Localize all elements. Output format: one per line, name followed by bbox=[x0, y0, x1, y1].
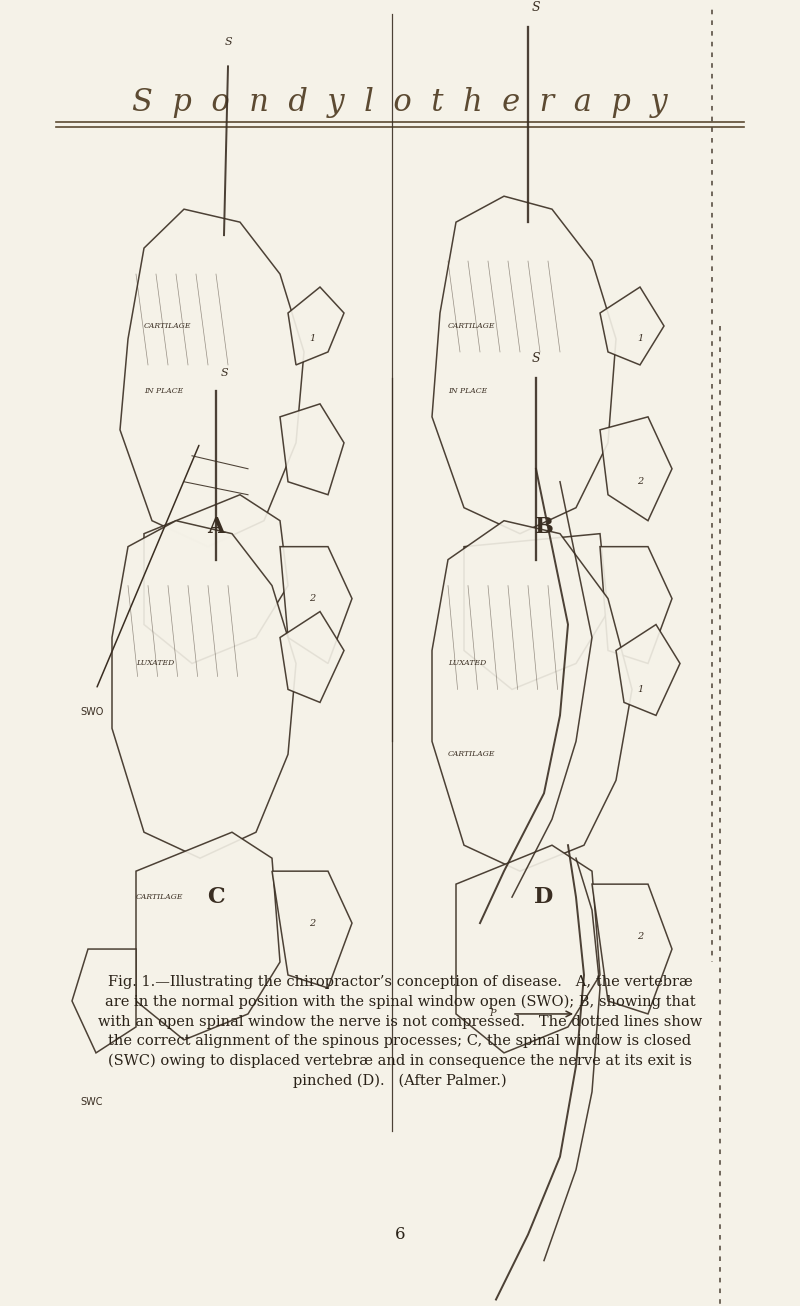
Polygon shape bbox=[280, 611, 344, 703]
Polygon shape bbox=[288, 287, 344, 364]
Polygon shape bbox=[456, 845, 600, 1053]
Text: B: B bbox=[534, 516, 554, 538]
Text: LUXATED: LUXATED bbox=[136, 660, 174, 667]
Text: IN PLACE: IN PLACE bbox=[448, 387, 487, 394]
Text: S: S bbox=[532, 1, 540, 14]
Polygon shape bbox=[432, 196, 616, 534]
Text: D: D bbox=[534, 887, 554, 908]
Text: C: C bbox=[207, 887, 225, 908]
Polygon shape bbox=[592, 884, 672, 1013]
Text: Fig. 1.—Illustrating the chiropractor’s conception of disease.   A, the vertebræ: Fig. 1.—Illustrating the chiropractor’s … bbox=[98, 976, 702, 1088]
Text: S  p  o  n  d  y  l  o  t  h  e  r  a  p  y: S p o n d y l o t h e r a p y bbox=[132, 88, 668, 119]
Text: 2: 2 bbox=[637, 477, 643, 486]
Polygon shape bbox=[432, 521, 632, 871]
Text: 1: 1 bbox=[637, 334, 643, 343]
Polygon shape bbox=[272, 871, 352, 987]
Text: S: S bbox=[224, 37, 232, 47]
Text: IN PLACE: IN PLACE bbox=[144, 387, 183, 394]
Polygon shape bbox=[616, 624, 680, 716]
Polygon shape bbox=[600, 547, 672, 663]
Text: S: S bbox=[532, 351, 540, 364]
Text: P: P bbox=[490, 1010, 496, 1019]
Text: SWC: SWC bbox=[80, 1097, 102, 1106]
Text: A: A bbox=[207, 516, 225, 538]
Text: 1: 1 bbox=[637, 684, 643, 693]
Text: CARTILAGE: CARTILAGE bbox=[136, 893, 183, 901]
Polygon shape bbox=[72, 949, 136, 1053]
Polygon shape bbox=[280, 547, 352, 663]
Polygon shape bbox=[600, 417, 672, 521]
Polygon shape bbox=[280, 404, 344, 495]
Text: CARTILAGE: CARTILAGE bbox=[448, 323, 495, 330]
Text: 2: 2 bbox=[637, 931, 643, 940]
Polygon shape bbox=[144, 495, 288, 663]
Polygon shape bbox=[464, 534, 608, 690]
Text: 6: 6 bbox=[394, 1226, 406, 1243]
Text: 2: 2 bbox=[309, 594, 315, 603]
Polygon shape bbox=[112, 521, 296, 858]
Text: 2: 2 bbox=[309, 918, 315, 927]
Text: S: S bbox=[220, 368, 228, 377]
Text: SWO: SWO bbox=[80, 708, 103, 717]
Text: CARTILAGE: CARTILAGE bbox=[448, 751, 495, 759]
Text: CARTILAGE: CARTILAGE bbox=[144, 323, 191, 330]
Text: LUXATED: LUXATED bbox=[448, 660, 486, 667]
Text: 1: 1 bbox=[309, 334, 315, 343]
Polygon shape bbox=[136, 832, 280, 1040]
Polygon shape bbox=[120, 209, 304, 547]
Polygon shape bbox=[600, 287, 664, 364]
